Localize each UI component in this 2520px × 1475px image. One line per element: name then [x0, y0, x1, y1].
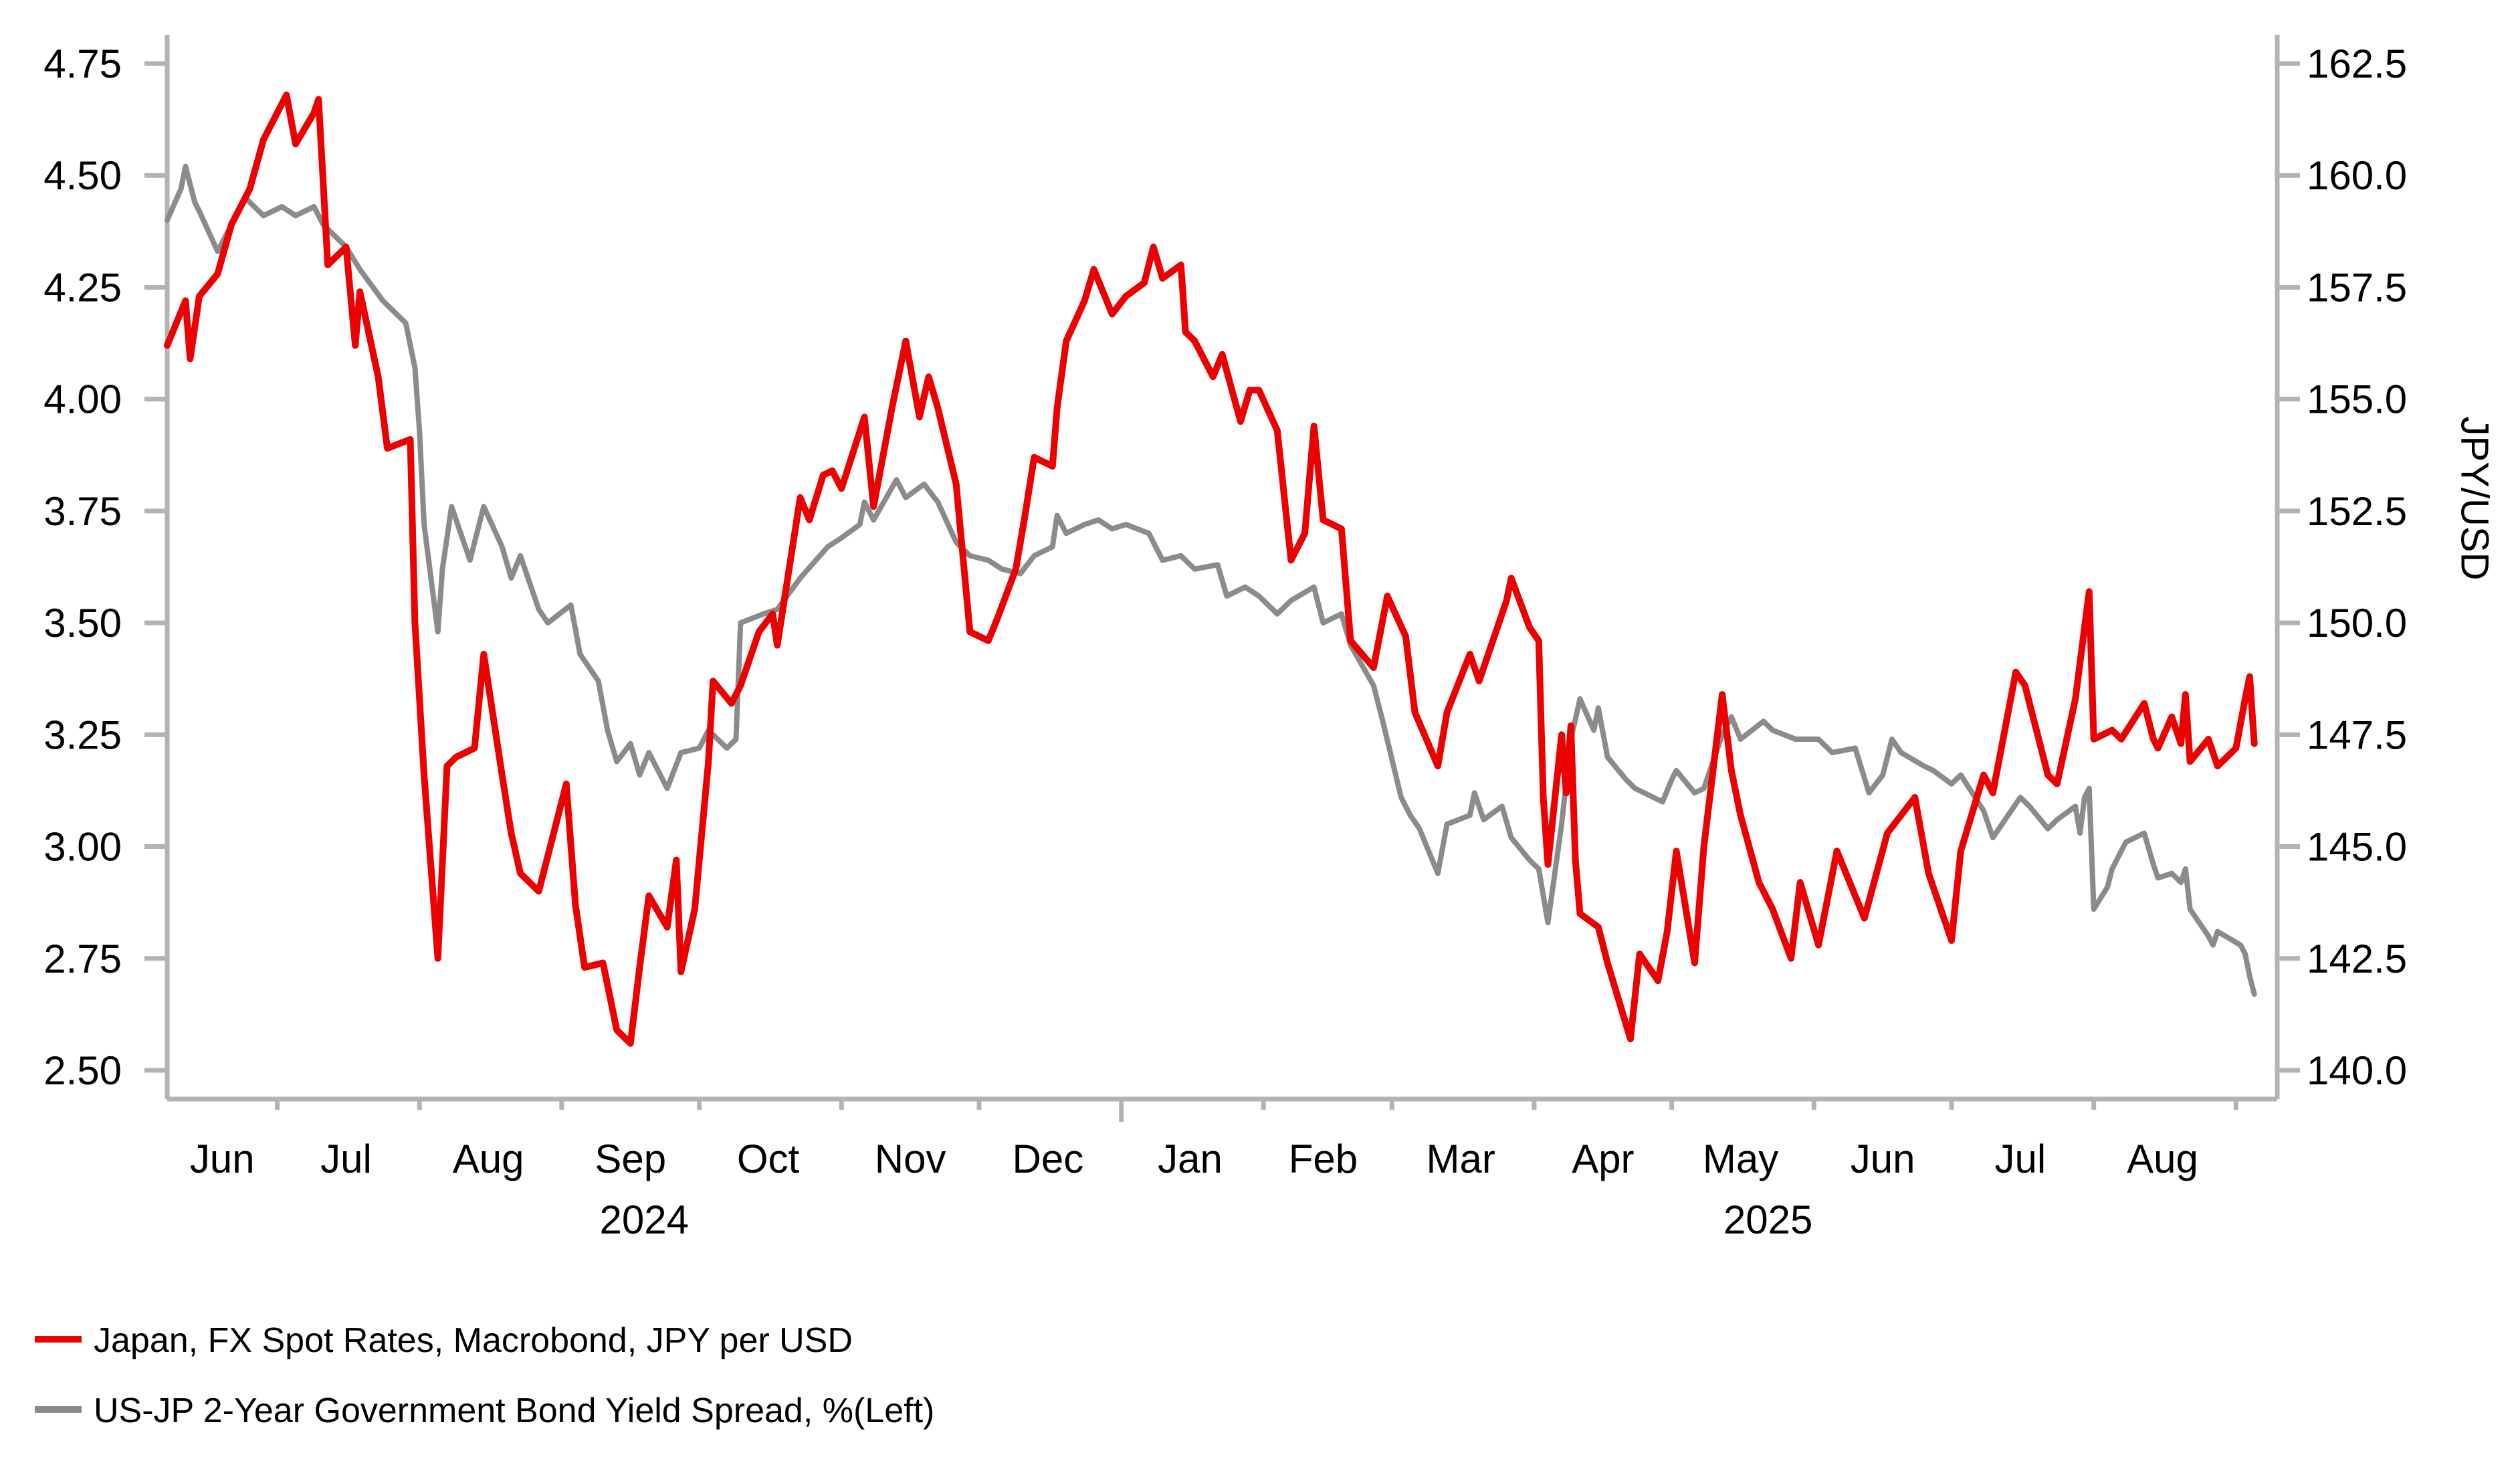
month-label: Aug — [453, 1137, 524, 1181]
axes — [165, 35, 2280, 1102]
month-label: Jan — [1158, 1137, 1223, 1181]
month-label: Sep — [595, 1137, 666, 1181]
legend: Japan, FX Spot Rates, Macrobond, JPY per… — [35, 1321, 934, 1430]
fx-series-line — [164, 91, 2258, 1047]
left-axis-tick-label: 3.00 — [43, 825, 122, 870]
year-label: 2024 — [600, 1197, 689, 1242]
right-axis-tick-label: 155.0 — [2307, 377, 2407, 422]
right-axis-tick-label: 152.5 — [2307, 489, 2407, 534]
left-axis-tick-label: 3.75 — [43, 489, 122, 534]
month-label: Feb — [1289, 1137, 1358, 1181]
left-axis-tick-label: 4.50 — [43, 153, 122, 198]
right-axis-ticks: 162.5 160.0 157.5 155.0 152.5 150.0 147.5 145.0… — [2277, 41, 2407, 1093]
month-label: Jun — [190, 1137, 255, 1181]
series-lines — [164, 91, 2258, 1047]
x-axis-ticks — [275, 1099, 2238, 1122]
year-label: 2025 — [1723, 1197, 1812, 1242]
month-label: Apr — [1572, 1137, 1634, 1181]
left-axis-tick-label: 4.00 — [43, 377, 122, 422]
left-axis-tick-label: 4.25 — [43, 265, 122, 310]
month-label: Dec — [1013, 1137, 1084, 1181]
month-label: Jul — [1995, 1137, 2046, 1181]
month-label: Jun — [1851, 1137, 1915, 1181]
x-axis-labels: Jun Jul Aug Sep Oct Nov Dec Jan Feb Mar Apr May Jun J… — [190, 1137, 2198, 1242]
right-axis-tick-label: 157.5 — [2307, 265, 2407, 310]
month-label: Mar — [1426, 1137, 1495, 1181]
left-axis-tick-label: 4.75 — [43, 41, 122, 86]
month-label: May — [1703, 1137, 1778, 1181]
month-label: Oct — [737, 1137, 800, 1181]
right-axis-tick-label: 140.0 — [2307, 1048, 2407, 1093]
spread-series-line — [165, 163, 2257, 997]
right-axis-tick-label: 147.5 — [2307, 712, 2407, 757]
left-axis-tick-label: 3.50 — [43, 601, 122, 646]
left-axis-tick-label: 2.50 — [43, 1048, 122, 1093]
right-axis-tick-label: 160.0 — [2307, 153, 2407, 198]
left-axis-ticks: 4.75 4.50 4.25 4.00 3.75 3.50 3.25 3.00 2.75 2.50 — [43, 41, 167, 1093]
month-label: Jul — [320, 1137, 372, 1181]
legend-label-fx: Japan, FX Spot Rates, Macrobond, JPY per… — [94, 1321, 853, 1360]
right-axis-title: JPY/USD — [2453, 417, 2497, 581]
month-label: Aug — [2127, 1137, 2198, 1181]
left-axis-tick-label: 2.75 — [43, 937, 122, 981]
left-axis-tick-label: 3.25 — [43, 712, 122, 757]
right-axis-tick-label: 162.5 — [2307, 41, 2407, 86]
right-axis-tick-label: 142.5 — [2307, 937, 2407, 981]
legend-label-spread: US-JP 2-Year Government Bond Yield Sprea… — [94, 1391, 934, 1430]
month-label: Nov — [875, 1137, 946, 1181]
right-axis-tick-label: 145.0 — [2307, 825, 2407, 870]
right-axis-tick-label: 150.0 — [2307, 601, 2407, 646]
